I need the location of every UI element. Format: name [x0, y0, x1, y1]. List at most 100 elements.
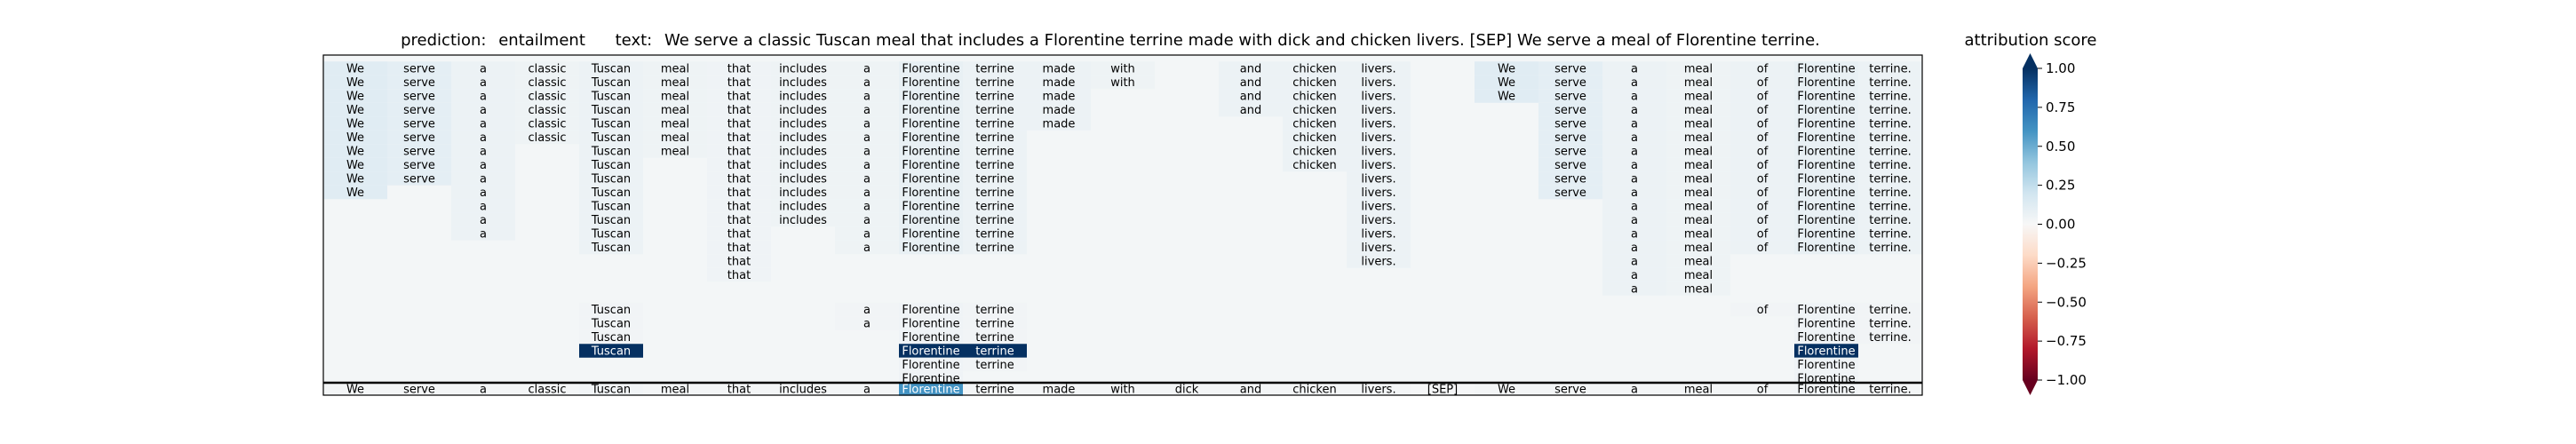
token-r19-c9-cell [899, 329, 963, 345]
token-r12-c2-cell [451, 226, 515, 241]
token-r7-c0-cell [323, 157, 387, 172]
token-r1-c9-label: Florentine [902, 76, 959, 90]
token-r8-c4-label: Tuscan [591, 173, 631, 186]
token-r10-c16-cell [1347, 199, 1411, 213]
token-r3-c21-cell [1666, 102, 1730, 117]
token-r16-c20-label: a [1631, 283, 1638, 297]
bottom-token-10-label: terrine [975, 384, 1014, 397]
token-r11-c20-cell [1602, 212, 1666, 227]
token-r5-c10-cell [963, 130, 1027, 145]
token-r21-c10-label: terrine [975, 359, 1014, 372]
token-r1-c4-label: Tuscan [591, 76, 631, 90]
token-r0-c14-label: and [1240, 63, 1261, 76]
token-r3-c15-cell [1283, 102, 1347, 117]
token-r11-c8-cell [835, 212, 899, 227]
token-r0-c5-label: meal [661, 63, 689, 76]
token-r14-c21-label: meal [1684, 256, 1713, 269]
token-r0-c1-cell [387, 61, 451, 75]
token-r11-c8-label: a [863, 214, 871, 227]
token-r10-c23-label: Florentine [1797, 201, 1855, 214]
token-r13-c8-label: a [863, 242, 871, 255]
token-r1-c9-cell [899, 75, 963, 90]
token-r0-c7-cell [771, 61, 835, 75]
token-r11-c10-label: terrine [975, 214, 1014, 227]
token-r2-c1-label: serve [403, 91, 435, 104]
token-r8-c16-label: livers. [1361, 173, 1395, 186]
token-r14-c6-label: that [727, 256, 751, 269]
token-r15-c6-label: that [727, 269, 751, 282]
token-r3-c14-label: and [1240, 104, 1261, 117]
token-r5-c4-cell [579, 130, 643, 145]
token-r1-c11-label: made [1043, 76, 1076, 90]
token-r4-c9-cell [899, 116, 963, 131]
token-r10-c21-cell [1666, 199, 1730, 213]
prediction-label: prediction: [401, 31, 486, 50]
token-r0-c2-label: a [480, 63, 487, 76]
token-r3-c1-label: serve [403, 104, 435, 117]
token-r13-c16-label: livers. [1361, 242, 1395, 255]
token-r4-c2-cell [451, 116, 515, 131]
token-r4-c16-cell [1347, 116, 1411, 131]
token-r3-c2-label: a [480, 104, 487, 117]
token-r2-c7-cell [771, 89, 835, 103]
colorbar-tick-label: 0.25 [2046, 178, 2075, 194]
token-r13-c22-cell [1730, 240, 1794, 255]
token-r12-c9-label: Florentine [902, 228, 959, 242]
token-r9-c24-cell [1858, 185, 1922, 200]
token-r9-c24-label: terrine. [1869, 186, 1912, 200]
token-r9-c16-label: livers. [1361, 186, 1395, 200]
token-r12-c4-label: Tuscan [591, 228, 631, 242]
heatmap-frame [322, 54, 1923, 396]
token-r12-c21-label: meal [1684, 228, 1713, 242]
token-r5-c23-label: Florentine [1797, 131, 1855, 145]
token-r10-c9-label: Florentine [902, 201, 959, 214]
token-r9-c23-cell [1794, 185, 1858, 200]
token-r10-c4-cell [579, 199, 643, 213]
token-r4-c8-label: a [863, 118, 871, 131]
token-r3-c24-label: terrine. [1869, 104, 1912, 117]
bottom-token-15-label: chicken [1292, 384, 1336, 397]
token-r2-c2-label: a [480, 91, 487, 104]
token-r5-c9-cell [899, 130, 963, 145]
token-r6-c1-cell [387, 144, 451, 158]
token-r4-c0-label: We [346, 118, 364, 131]
token-r8-c4-cell [579, 171, 643, 186]
token-r4-c8-cell [835, 116, 899, 131]
token-r5-c1-label: serve [403, 131, 435, 145]
colorbar-gradient [2023, 68, 2038, 380]
bottom-token-19-label: serve [1554, 384, 1586, 397]
bottom-token-14-label: and [1240, 384, 1261, 397]
token-r4-c15-label: chicken [1292, 118, 1336, 131]
token-r10-c21-label: meal [1684, 201, 1713, 214]
token-r21-c23-label: Florentine [1797, 359, 1855, 372]
token-r1-c21-label: meal [1684, 76, 1713, 90]
token-r9-c7-cell [771, 185, 835, 200]
token-r6-c21-label: meal [1684, 146, 1713, 159]
token-r0-c1-label: serve [403, 63, 435, 76]
token-r8-c6-label: that [727, 173, 751, 186]
token-r13-c24-label: terrine. [1869, 242, 1912, 255]
token-r1-c16-cell [1347, 75, 1411, 90]
token-r1-c2-label: a [480, 76, 487, 90]
token-r7-c21-label: meal [1684, 159, 1713, 172]
token-r2-c22-cell [1730, 89, 1794, 103]
token-r12-c21-cell [1666, 226, 1730, 241]
token-r6-c6-cell [707, 144, 771, 158]
token-r4-c22-label: of [1757, 118, 1769, 131]
token-r6-c6-label: that [727, 146, 751, 159]
token-r9-c0-label: We [346, 186, 364, 200]
token-r4-c20-label: a [1631, 118, 1638, 131]
token-r8-c23-label: Florentine [1797, 173, 1855, 186]
token-r5-c7-cell [771, 130, 835, 145]
token-r11-c2-label: a [480, 214, 487, 227]
token-r21-c9-label: Florentine [902, 359, 959, 372]
token-r10-c6-label: that [727, 201, 751, 214]
token-r10-c4-label: Tuscan [591, 201, 631, 214]
token-r3-c14-cell [1219, 102, 1283, 117]
token-r1-c15-label: chicken [1292, 76, 1336, 90]
token-r3-c16-label: livers. [1361, 104, 1395, 117]
token-r7-c20-label: a [1631, 159, 1638, 172]
bottom-token-3-label: classic [528, 384, 566, 397]
token-r9-c8-label: a [863, 186, 871, 200]
token-r11-c16-cell [1347, 212, 1411, 227]
